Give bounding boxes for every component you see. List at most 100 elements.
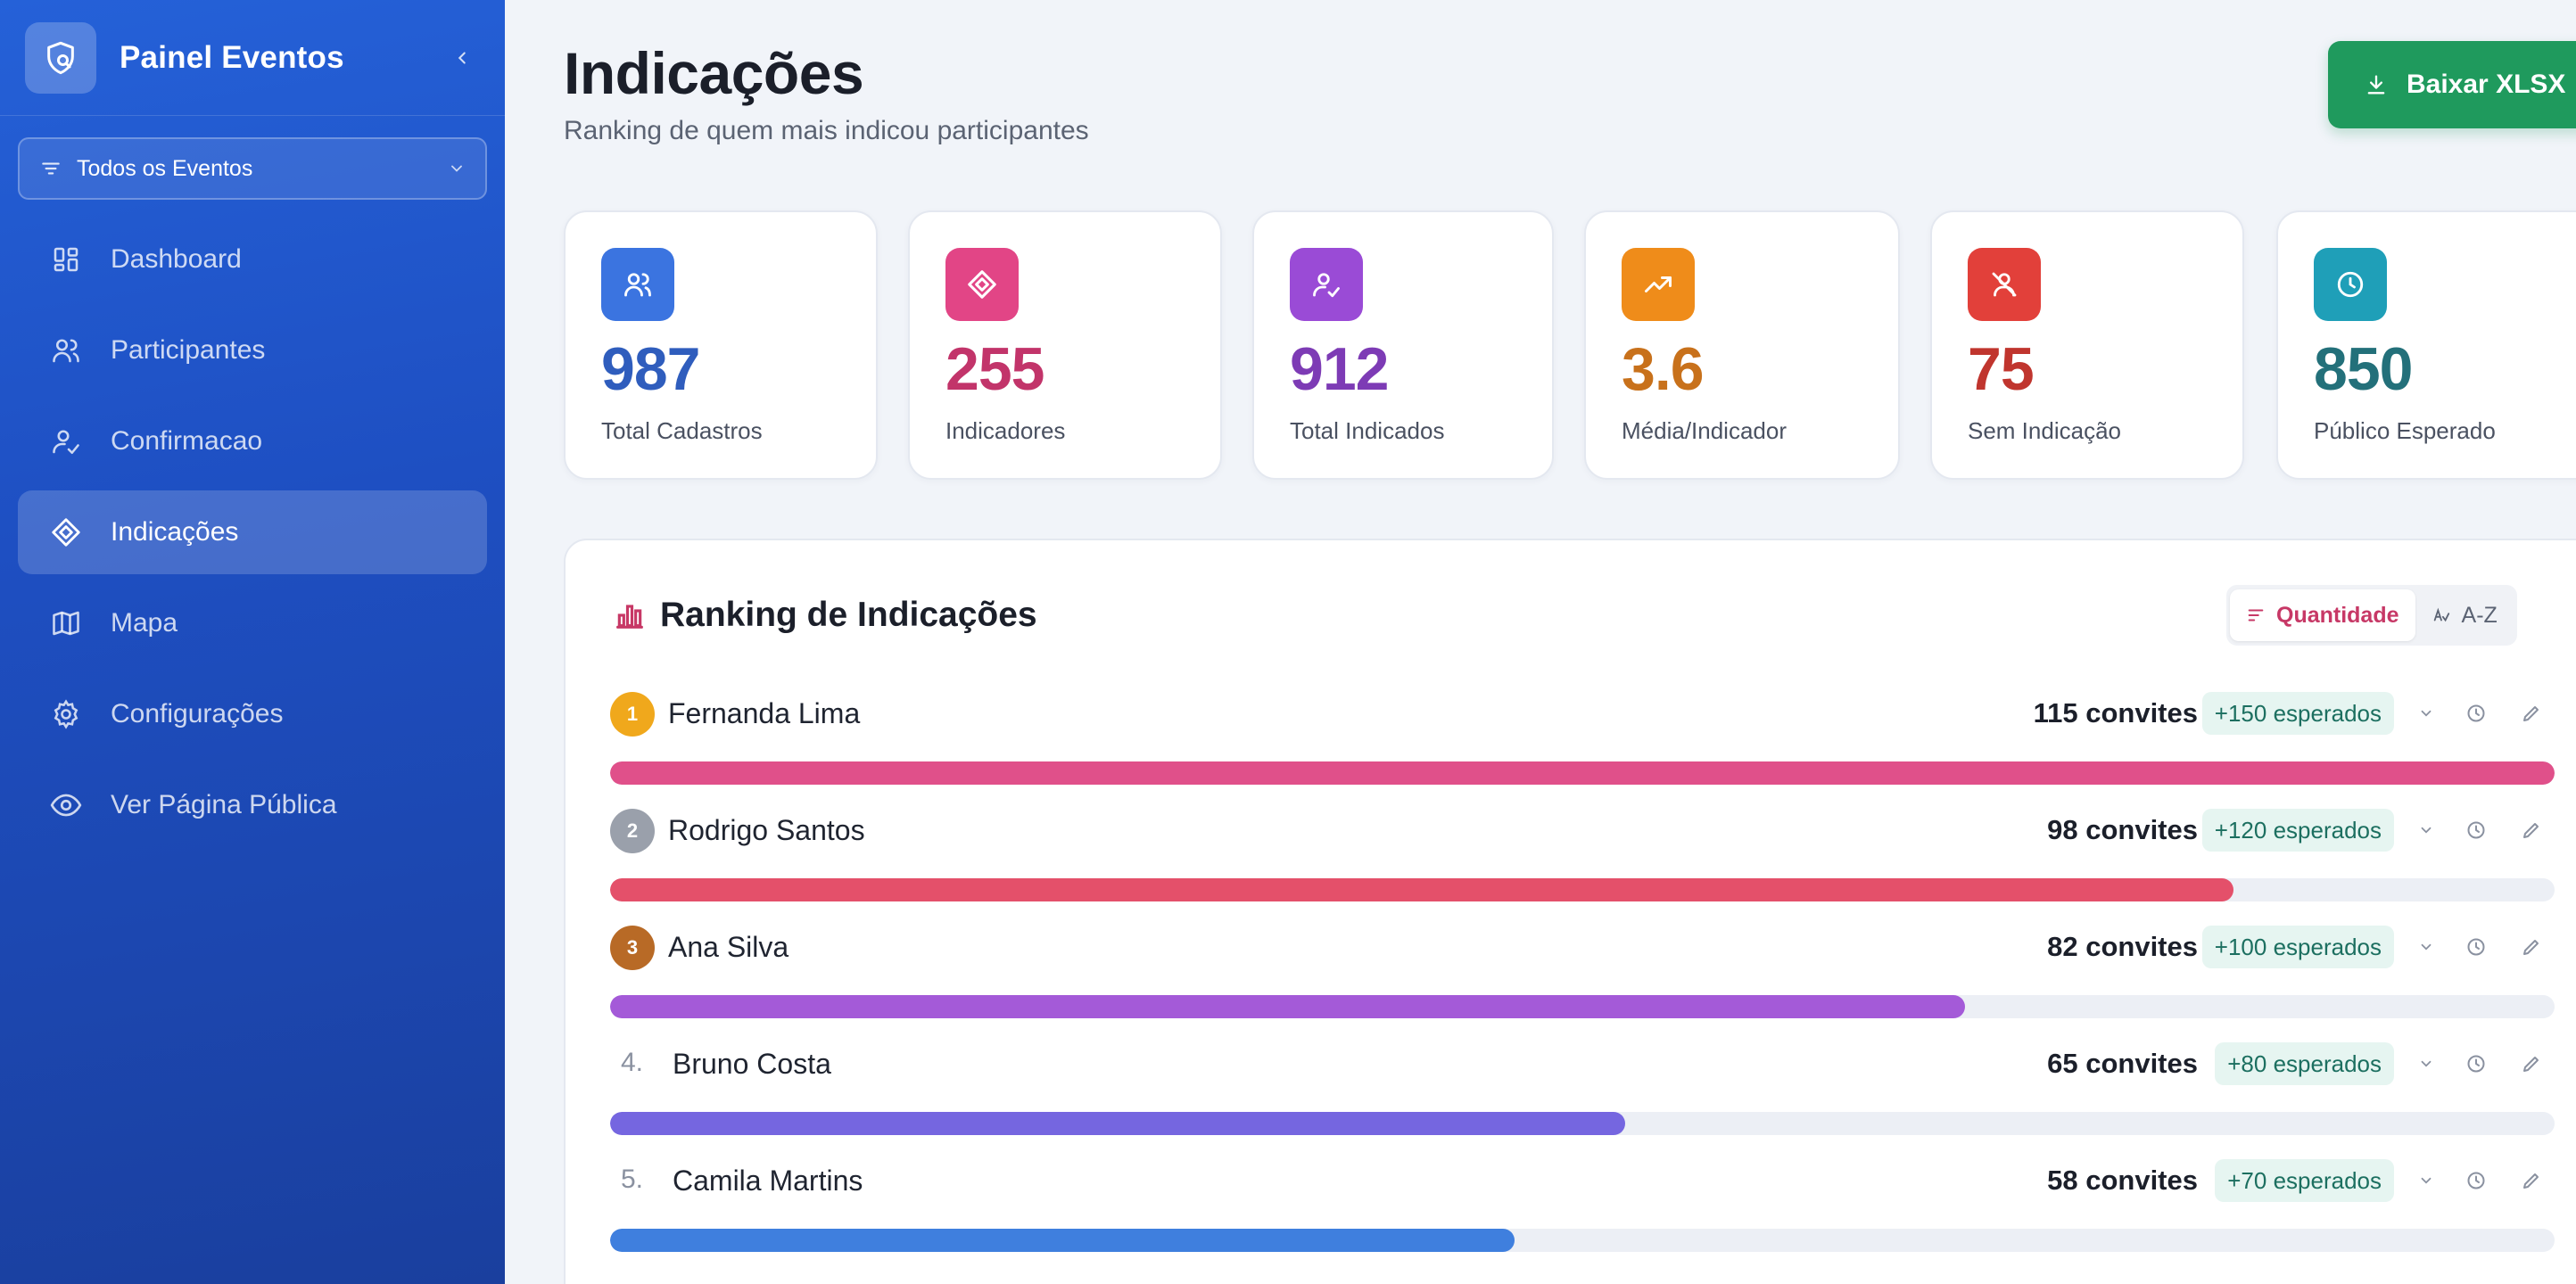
stat-card-indicadores: 255 Indicadores <box>908 210 1222 480</box>
gem-icon <box>945 248 1019 321</box>
dashboard-icon <box>48 242 84 277</box>
progress-track <box>610 995 2555 1018</box>
sidebar-item-label: Indicações <box>111 517 239 547</box>
expand-row-button[interactable] <box>2410 814 2442 846</box>
trending-up-icon <box>1622 248 1695 321</box>
invites-count: 115 convites <box>2033 697 2198 728</box>
expand-row-button[interactable] <box>2410 931 2442 963</box>
progress-fill <box>610 995 1966 1018</box>
expected-badge: +150 esperados <box>2201 692 2394 735</box>
indicador-name: Fernanda Lima <box>668 697 861 729</box>
pencil-icon <box>2523 706 2539 721</box>
chevron-down-icon <box>451 165 462 172</box>
indicador-name: Rodrigo Santos <box>668 814 865 846</box>
sidebar-item-mapa[interactable]: Mapa <box>18 581 487 665</box>
sidebar-item-indicacoes[interactable]: Indicações <box>18 490 487 574</box>
collapse-sidebar-button[interactable] <box>444 40 480 76</box>
edit-button[interactable] <box>2515 697 2547 729</box>
stat-label: Total Cadastros <box>601 417 763 444</box>
gem-icon <box>48 514 84 550</box>
sidebar-item-configuracoes[interactable]: Configurações <box>18 672 487 756</box>
main-content: Indicações Ranking de quem mais indicou … <box>505 0 2576 1284</box>
event-filter-select[interactable]: Todos os Eventos <box>18 137 487 200</box>
expand-row-button[interactable] <box>2410 1165 2442 1197</box>
map-icon <box>48 605 84 641</box>
edit-button[interactable] <box>2515 814 2547 846</box>
clock-icon <box>2467 1055 2485 1073</box>
stat-value: 3.6 <box>1622 335 1705 403</box>
expected-badge: +70 esperados <box>2215 1159 2394 1202</box>
history-button[interactable] <box>2460 1048 2492 1080</box>
brand-name: Painel Eventos <box>120 39 344 75</box>
progress-track <box>610 761 2555 785</box>
stat-value: 255 <box>945 335 1044 403</box>
chevron-down-icon <box>2421 943 2432 951</box>
page-title: Indicações <box>564 40 864 106</box>
user-check-icon <box>1290 248 1363 321</box>
history-button[interactable] <box>2460 697 2492 729</box>
indicador-name: Camila Martins <box>673 1165 863 1197</box>
history-button[interactable] <box>2460 814 2492 846</box>
clock-icon <box>2467 1172 2485 1189</box>
stat-card-total-cadastros: 987 Total Cadastros <box>564 210 878 480</box>
history-button[interactable] <box>2460 1165 2492 1197</box>
chevron-down-icon <box>2421 1177 2432 1184</box>
sidebar-item-label: Dashboard <box>111 244 242 274</box>
gear-icon <box>48 696 84 732</box>
edit-button[interactable] <box>2515 1048 2547 1080</box>
event-filter-label: Todos os Eventos <box>77 155 253 181</box>
expand-row-button[interactable] <box>2410 1048 2442 1080</box>
invites-count: 58 convites <box>2047 1165 2198 1196</box>
stat-value: 850 <box>2314 335 2413 403</box>
user-check-icon <box>48 424 84 459</box>
page-subtitle: Ranking de quem mais indicou participant… <box>564 116 1089 145</box>
ranking-card: Ranking de Indicações Quantidade A-Z 1 Fe… <box>564 539 2576 1284</box>
ranking-title: Ranking de Indicações <box>660 596 1037 634</box>
invites-count: 82 convites <box>2047 931 2198 962</box>
sidebar-item-participantes[interactable]: Participantes <box>18 309 487 392</box>
sort-alphabetical-button[interactable]: A-Z <box>2415 589 2514 641</box>
progress-track <box>610 878 2555 901</box>
indicador-name: Ana Silva <box>668 931 789 963</box>
sidebar-item-confirmacao[interactable]: Confirmacao <box>18 399 487 483</box>
ranking-row: 1 Fernanda Lima 115 convites +150 esperados <box>610 692 2555 799</box>
pencil-icon <box>2523 1057 2539 1072</box>
chevron-down-icon <box>2421 827 2432 834</box>
edit-button[interactable] <box>2515 1165 2547 1197</box>
stat-card-media-indicador: 3.6 Média/Indicador <box>1584 210 1900 480</box>
stat-label: Público Esperado <box>2314 417 2496 444</box>
sidebar-item-label: Ver Página Pública <box>111 790 337 819</box>
filter-icon <box>42 162 60 175</box>
sidebar-item-label: Confirmacao <box>111 426 263 456</box>
progress-track <box>610 1229 2555 1252</box>
sidebar: Painel Eventos Todos os Eventos Dashboar… <box>0 0 505 1284</box>
expand-row-button[interactable] <box>2410 697 2442 729</box>
invites-count: 98 convites <box>2047 814 2198 845</box>
stat-value: 75 <box>1968 335 2035 403</box>
progress-track <box>610 1112 2555 1135</box>
invites-count: 65 convites <box>2047 1048 2198 1079</box>
shield-logo-icon <box>25 21 96 94</box>
sidebar-item-dashboard[interactable]: Dashboard <box>18 218 487 301</box>
rank-badge: 1 <box>610 692 655 737</box>
edit-button[interactable] <box>2515 931 2547 963</box>
pencil-icon <box>2523 823 2539 838</box>
history-button[interactable] <box>2460 931 2492 963</box>
clock-icon <box>2467 821 2485 839</box>
rank-badge: 2 <box>610 809 655 853</box>
download-xlsx-button[interactable]: Baixar XLSX <box>2328 41 2576 128</box>
sort-icon <box>2248 609 2264 621</box>
expected-badge: +100 esperados <box>2201 926 2394 968</box>
sidebar-item-public-page[interactable]: Ver Página Pública <box>18 763 487 847</box>
pencil-icon <box>2523 1173 2539 1189</box>
stat-card-sem-indicacao: 75 Sem Indicação <box>1930 210 2244 480</box>
ranking-row: 4. Bruno Costa 65 convites +80 esperados <box>610 1042 2555 1149</box>
progress-fill <box>610 1229 1515 1252</box>
sort-by-quantity-button[interactable]: Quantidade <box>2230 589 2415 641</box>
stat-label: Média/Indicador <box>1622 417 1787 444</box>
rank-number: 5. <box>621 1165 644 1194</box>
stat-card-total-indicados: 912 Total Indicados <box>1252 210 1554 480</box>
stat-value: 987 <box>601 335 700 403</box>
sidebar-nav: Dashboard Participantes Confirmacao Indi… <box>0 218 505 847</box>
progress-fill <box>610 761 2555 785</box>
